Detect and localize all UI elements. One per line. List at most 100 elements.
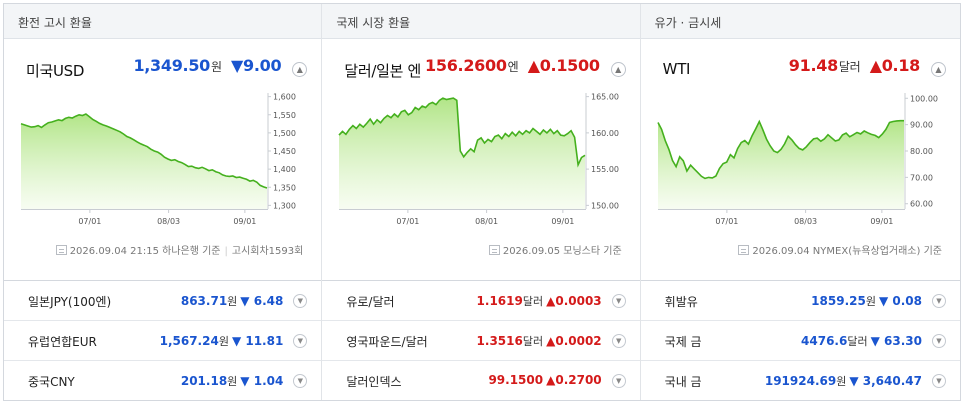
item-change: ▲0.0003: [546, 294, 602, 308]
chevron-down-icon[interactable]: ▼: [293, 334, 308, 348]
y-tick-label: 155.00: [591, 165, 619, 174]
y-tick-label: 1,450: [273, 147, 296, 156]
list-item[interactable]: 유럽연합EUR 1,567.24원 ▼ 11.81 ▼: [4, 321, 322, 361]
y-tick-label: 1,600: [273, 93, 296, 102]
list-item-name[interactable]: 국내 금: [664, 375, 702, 389]
list-item-name[interactable]: 중국CNY: [28, 375, 75, 389]
quote-list: 일본JPY(100엔) 863.71원 ▼ 6.48 ▼ 유럽연합EUR 1,56…: [4, 280, 322, 401]
list-item[interactable]: 달러인덱스 99.1500 ▲0.2700 ▼: [322, 361, 639, 401]
up-arrow-icon: ▲: [546, 373, 556, 387]
y-tick-label: 1,400: [273, 165, 296, 174]
y-tick-label: 1,500: [273, 129, 296, 138]
main-quote-value: 1,349.50원 ▼9.00: [133, 56, 281, 75]
chevron-down-icon[interactable]: ▼: [611, 294, 626, 308]
chevron-up-icon[interactable]: ▲: [930, 62, 946, 77]
up-arrow-icon: ▲: [869, 56, 882, 75]
down-arrow-icon: ▼: [240, 374, 250, 388]
list-item-value: 191924.69원 ▼ 3,640.47: [765, 373, 922, 389]
up-arrow-icon: ▲: [546, 294, 556, 308]
item-price: 1.3516: [476, 334, 523, 348]
list-item-name[interactable]: 영국파운드/달러: [346, 335, 428, 349]
quote-unit: 달러: [838, 60, 861, 74]
y-tick-label: 60.00: [910, 200, 933, 209]
y-tick-label: 100.00: [910, 94, 938, 103]
list-item-name[interactable]: 달러인덱스: [346, 375, 402, 389]
item-change: ▼ 6.48: [240, 294, 283, 308]
market-widget: 환전 고시 환율 미국USD 1,349.50원 ▼9.00 ▲ 1,300 1,…: [3, 3, 961, 401]
x-tick-label: 09/01: [870, 217, 893, 226]
item-change-value: 6.48: [253, 294, 284, 308]
list-item-value: 1,567.24원 ▼ 11.81: [160, 333, 284, 349]
x-tick-label: 07/01: [397, 217, 420, 226]
panel-tab[interactable]: 유가 · 금시세: [640, 4, 960, 39]
chevron-up-icon[interactable]: ▲: [292, 62, 308, 77]
down-arrow-icon: ▼: [231, 56, 244, 75]
x-tick-label: 07/01: [78, 217, 101, 226]
area-fill: [339, 98, 586, 209]
item-unit: 달러: [847, 335, 868, 348]
main-quote-value: 156.2600엔 ▲0.1500: [425, 56, 600, 75]
y-tick-label: 165.00: [591, 93, 619, 102]
list-item-name[interactable]: 유럽연합EUR: [28, 335, 97, 349]
item-change: ▼ 1.04: [240, 374, 283, 388]
list-item[interactable]: 휘발유 1859.25원 ▼ 0.08 ▼: [640, 281, 960, 321]
panel-tab[interactable]: 국제 시장 환율: [322, 4, 640, 39]
x-tick-label: 08/03: [157, 217, 180, 226]
chevron-down-icon[interactable]: ▼: [611, 374, 626, 388]
item-change-value: 0.0002: [555, 334, 602, 348]
quote-change: ▼9.00: [231, 56, 282, 75]
list-item[interactable]: 국제 금 4476.6달러 ▼ 63.30 ▼: [640, 321, 960, 361]
source-text: 2026.09.04 21:15 하나은행 기준: [69, 246, 221, 257]
x-tick-label: 09/01: [233, 217, 256, 226]
list-item-value: 1.1619달러 ▲0.0003: [477, 293, 602, 309]
chevron-down-icon[interactable]: ▼: [293, 294, 308, 308]
main-quote-name[interactable]: 미국USD: [26, 62, 85, 80]
quote-change: ▲0.18: [869, 56, 921, 75]
chevron-down-icon[interactable]: ▼: [931, 334, 946, 348]
item-change-value: 0.0003: [555, 294, 602, 308]
main-quote-name[interactable]: WTI: [662, 60, 691, 78]
quote-change: ▲0.1500: [528, 56, 600, 75]
x-tick-label: 09/01: [552, 217, 575, 226]
list-item[interactable]: 중국CNY 201.18원 ▼ 1.04 ▼: [4, 361, 321, 401]
list-item[interactable]: 일본JPY(100엔) 863.71원 ▼ 6.48 ▼: [4, 281, 322, 321]
chart-usd-jpy: 150.00 155.00 160.00 165.00 07/01 08/01 09/01: [338, 93, 619, 226]
source-note: 2026.09.04 NYMEX(뉴욕상업거래소) 기준: [738, 242, 942, 257]
document-icon: [738, 245, 750, 255]
down-arrow-icon: ▼: [870, 334, 880, 348]
item-change-value: 3,640.47: [862, 374, 922, 388]
list-item[interactable]: 영국파운드/달러 1.3516달러 ▲0.0002 ▼: [322, 321, 640, 361]
down-arrow-icon: ▼: [240, 294, 250, 308]
list-item-value: 1859.25원 ▼ 0.08: [811, 293, 922, 309]
main-quote: WTI 91.48달러 ▲0.18 ▲: [641, 54, 960, 82]
list-item-name[interactable]: 국제 금: [664, 335, 702, 349]
down-arrow-icon: ▼: [849, 374, 859, 388]
up-arrow-icon: ▲: [527, 56, 540, 75]
chevron-up-icon[interactable]: ▲: [610, 62, 626, 77]
source-text: 2026.09.05 모닝스타 기준: [502, 246, 622, 257]
list-item-name[interactable]: 휘발유: [664, 295, 698, 309]
y-tick-label: 80.00: [910, 147, 933, 156]
list-item-value: 1.3516달러 ▲0.0002: [477, 333, 602, 349]
chevron-down-icon[interactable]: ▼: [611, 334, 626, 348]
chevron-down-icon[interactable]: ▼: [931, 294, 946, 308]
main-quote-name[interactable]: 달러/일본 엔: [344, 62, 422, 80]
chevron-down-icon[interactable]: ▼: [293, 374, 308, 388]
quote-change-value: 0.1500: [539, 56, 600, 75]
item-change: ▲0.0002: [546, 334, 602, 348]
list-item-value: 863.71원 ▼ 6.48: [181, 293, 283, 309]
panel-tab[interactable]: 환전 고시 환율: [4, 4, 322, 39]
item-price: 4476.6: [801, 334, 848, 348]
list-item[interactable]: 국내 금 191924.69원 ▼ 3,640.47 ▼: [641, 361, 960, 401]
quote-price: 156.2600: [425, 56, 507, 75]
list-item-name[interactable]: 유로/달러: [346, 295, 395, 309]
list-item[interactable]: 유로/달러 1.1619달러 ▲0.0003 ▼: [322, 281, 640, 321]
quote-change-value: 9.00: [243, 56, 282, 75]
list-item-name[interactable]: 일본JPY(100엔): [28, 295, 112, 309]
main-quote-value: 91.48달러 ▲0.18: [789, 56, 920, 75]
down-arrow-icon: ▼: [231, 334, 242, 348]
quote-price: 1,349.50: [133, 56, 210, 75]
item-unit: 원: [227, 295, 238, 308]
quote-price: 91.48: [788, 56, 838, 75]
chevron-down-icon[interactable]: ▼: [931, 374, 946, 388]
